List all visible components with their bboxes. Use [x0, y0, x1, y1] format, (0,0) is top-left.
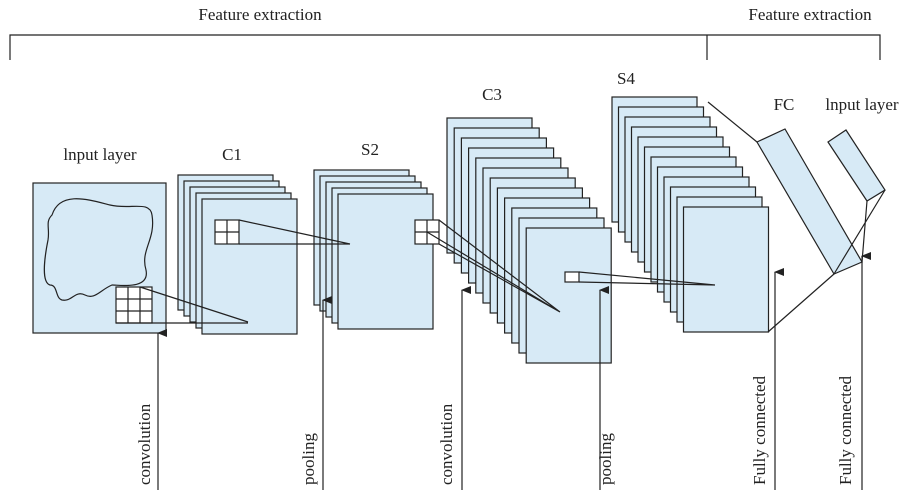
operations: convolution pooling convolution pooling Full… [135, 252, 871, 490]
feature-map [337, 193, 434, 330]
bracket [9, 34, 881, 60]
layer-label: lnput layer [63, 145, 137, 164]
feature-map [682, 206, 770, 333]
operation-label: pooling [596, 433, 615, 485]
kernel-link [578, 271, 716, 286]
kernel-link [426, 219, 561, 313]
kernel [564, 271, 580, 283]
kernel-grid [215, 220, 239, 244]
operation-label: pooling [299, 433, 318, 485]
operation-label: convolution [437, 403, 456, 485]
layer-label: S2 [361, 140, 379, 159]
operation-label: Fully connected [836, 375, 855, 485]
input-shape [43, 198, 154, 301]
layer-label: C3 [482, 85, 502, 104]
section-label: Feature extraction [748, 5, 872, 24]
layers [32, 96, 886, 364]
layer-label: lnput layer [825, 95, 899, 114]
kernel-grid [116, 287, 152, 323]
section-label: Feature extraction [198, 5, 322, 24]
feature-map [201, 198, 298, 335]
feature-map [525, 227, 612, 364]
kernel-link [238, 219, 351, 245]
kernel [115, 286, 153, 324]
kernel-link [116, 286, 249, 324]
operation-label: Fully connected [750, 375, 769, 485]
layer-label: FC [774, 95, 795, 114]
output-layer [827, 129, 886, 202]
fc-link [707, 101, 886, 333]
layer-label: C1 [222, 145, 242, 164]
operation-label: convolution [135, 403, 154, 485]
layer-label: S4 [617, 69, 635, 88]
